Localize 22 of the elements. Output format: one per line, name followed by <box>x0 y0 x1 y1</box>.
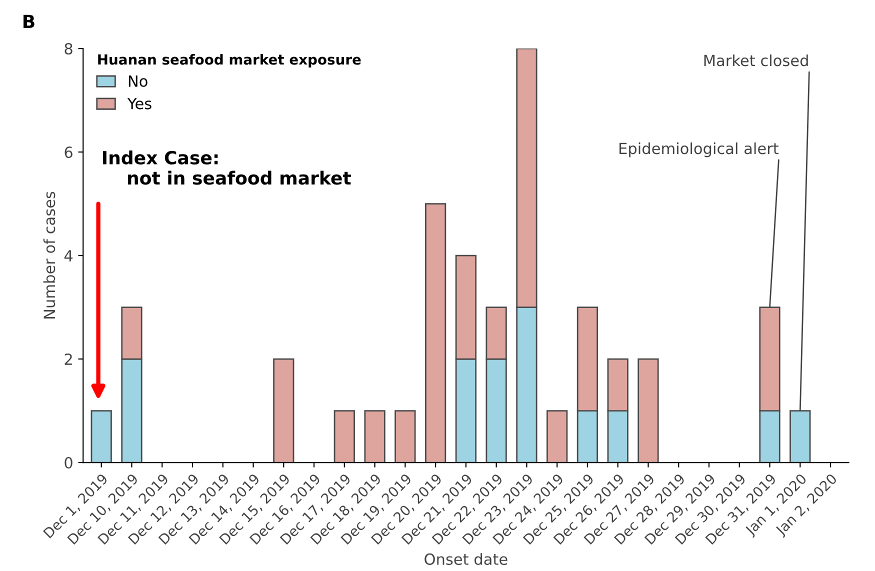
annotation: Market closed <box>704 54 808 66</box>
legend-label: Yes <box>127 98 152 110</box>
bar <box>273 358 294 463</box>
bar <box>546 410 568 463</box>
x-axis-title: Onset date <box>424 553 508 565</box>
annotation: Index Case: not in seafood market <box>103 150 351 185</box>
bar <box>638 358 659 463</box>
bar <box>364 410 386 463</box>
bar <box>334 410 355 463</box>
y-tick-label: 8 <box>64 43 72 55</box>
annotation: Epidemiological alert <box>620 142 778 158</box>
y-tick-label: 4 <box>64 250 73 262</box>
y-tick-label: 0 <box>64 456 72 469</box>
bar <box>424 203 446 463</box>
y-axis-title: Number of cases <box>43 192 56 318</box>
y-tick-label: 6 <box>64 146 72 158</box>
legend-title: Huanan seafood market exposure <box>98 54 361 68</box>
bar <box>90 410 112 463</box>
bar <box>394 410 416 463</box>
y-tick-label: 2 <box>64 353 72 365</box>
legend-label: No <box>128 76 148 87</box>
text: B <box>24 14 34 28</box>
